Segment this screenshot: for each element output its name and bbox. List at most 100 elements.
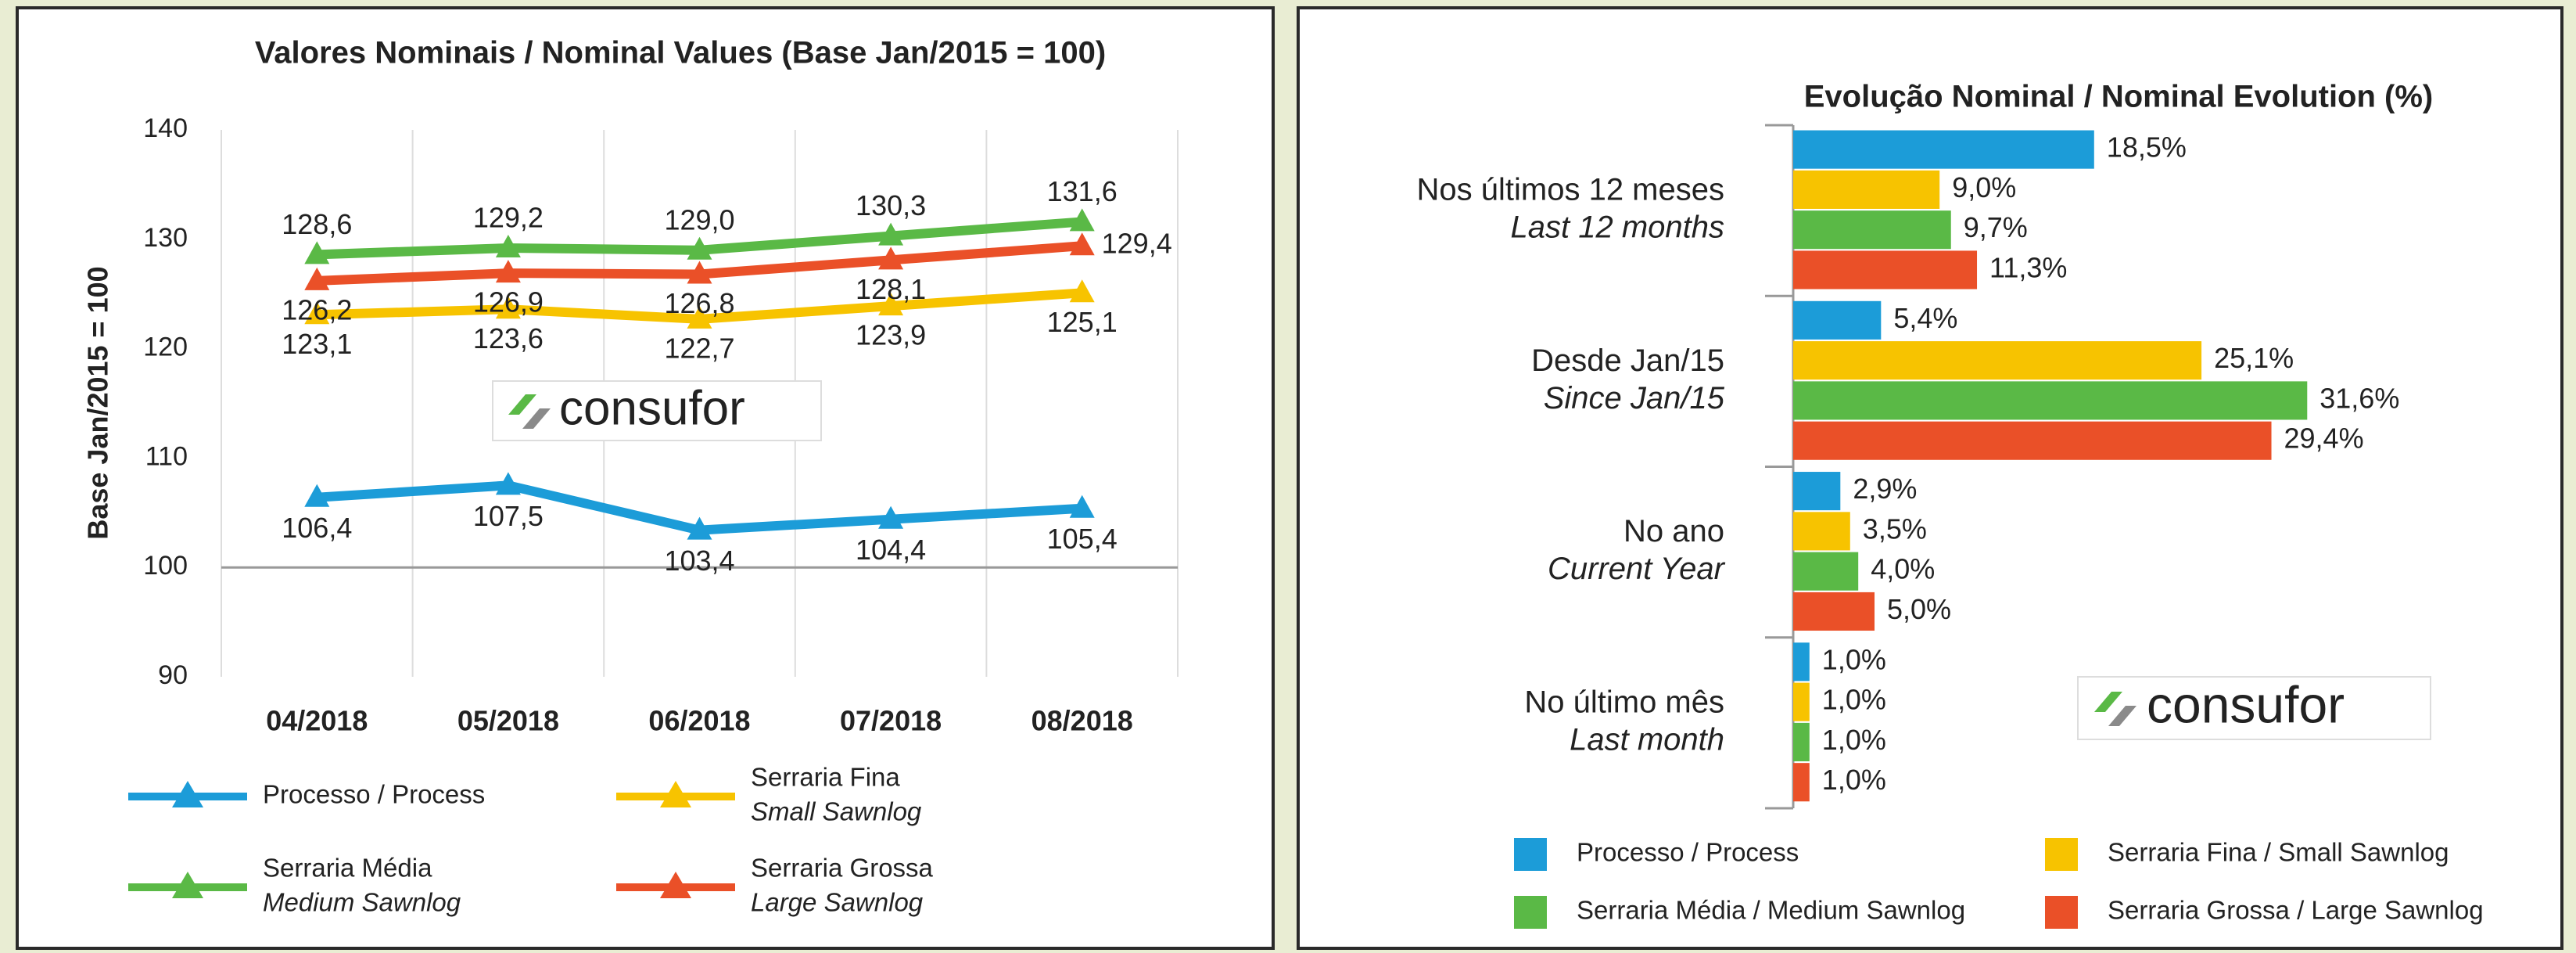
data-label: 126,8: [664, 287, 734, 319]
data-label: 4,0%: [1871, 553, 1935, 585]
logo-icon: [2094, 692, 2122, 712]
legend-marker: [660, 781, 691, 807]
data-label: 18,5%: [2107, 131, 2187, 164]
point-marker: [304, 484, 330, 507]
data-label: 11,3%: [1989, 251, 2067, 283]
x-tick-label: 06/2018: [648, 705, 750, 737]
data-label: 1,0%: [1822, 724, 1886, 756]
y-tick-label: 130: [143, 223, 188, 253]
point-marker: [495, 260, 521, 283]
data-label: 129,2: [473, 201, 544, 233]
legend-item: Processo / Process: [128, 780, 485, 809]
bar: [1793, 552, 1859, 591]
data-label: 25,1%: [2214, 342, 2294, 374]
data-label: 129,4: [1102, 228, 1172, 260]
data-label: 1,0%: [1822, 764, 1886, 796]
chart-title: Valores Nominais / Nominal Values (Base …: [255, 36, 1106, 70]
y-tick-label: Current Year: [1548, 552, 1726, 586]
y-tick-label: 140: [143, 113, 188, 143]
data-label: 103,4: [664, 545, 734, 577]
legend-item: Serraria Fina / Small Sawnlog: [2045, 838, 2449, 871]
y-tick-label: No último mês: [1524, 685, 1724, 719]
bar: [1793, 472, 1841, 511]
x-tick-label: 04/2018: [266, 705, 368, 737]
legend-item: Serraria Média Medium Sawnlog: [128, 854, 461, 917]
data-label: 106,4: [282, 512, 352, 544]
y-tick-label: Last month: [1570, 722, 1724, 757]
point-marker: [687, 236, 712, 260]
left-panel: [16, 6, 1275, 950]
bar: [1793, 512, 1850, 551]
y-tick-label: Since Jan/15: [1544, 381, 1725, 415]
data-label: 128,6: [282, 208, 352, 240]
point-marker: [687, 305, 712, 329]
legend-item: Serraria Grossa / Large Sawnlog: [2045, 896, 2484, 929]
data-label: 9,0%: [1952, 171, 2016, 203]
bar: [1793, 682, 1810, 721]
data-label: 2,9%: [1853, 473, 1917, 505]
bar: [1793, 170, 1940, 209]
legend-label: Serraria Média: [263, 854, 432, 883]
bar: [1793, 210, 1951, 250]
y-tick-label: 120: [143, 333, 188, 362]
logo: consufor: [492, 380, 822, 441]
bar: [1793, 300, 1882, 340]
data-label: 5,4%: [1893, 302, 1957, 334]
y-tick-label: Nos últimos 12 meses: [1417, 173, 1724, 207]
y-tick-label: Desde Jan/15: [1531, 343, 1724, 378]
legend-label: Processo / Process: [263, 780, 485, 809]
bar: [1793, 421, 2272, 460]
data-label: 122,7: [664, 332, 734, 364]
logo-icon: [2108, 706, 2137, 726]
data-label: 129,0: [664, 203, 734, 236]
legend-marker: [660, 872, 691, 898]
data-label: 105,4: [1047, 523, 1118, 555]
data-label: 126,9: [473, 286, 544, 318]
point-marker: [304, 301, 330, 325]
logo-text: consufor: [2147, 675, 2345, 733]
legend-marker: [172, 781, 203, 807]
data-label: 128,1: [856, 273, 926, 305]
legend-item: Serraria Grossa Large Sawnlog: [616, 854, 934, 917]
point-marker: [687, 516, 712, 540]
x-tick-label: 07/2018: [840, 705, 942, 737]
point-marker: [878, 246, 904, 270]
plot: 90 100 110 120 130 140 04/2018 05/2018 06/2018 07…: [143, 113, 1179, 737]
data-label: 131,6: [1047, 175, 1118, 207]
data-label: 125,1: [1047, 306, 1118, 338]
y-tick-label: No ano: [1623, 514, 1724, 548]
point-marker: [878, 293, 904, 316]
bar: [1793, 592, 1875, 631]
data-label: 29,4%: [2284, 423, 2364, 455]
data-label: 123,9: [856, 319, 926, 351]
legend-swatch: [2045, 838, 2078, 871]
point-marker: [1069, 208, 1095, 232]
logo: consufor: [2077, 675, 2431, 740]
point-marker: [495, 296, 521, 319]
data-label: 123,1: [282, 328, 352, 360]
legend-label: Serraria Fina / Small Sawnlog: [2108, 838, 2449, 867]
data-label: 1,0%: [1822, 684, 1886, 716]
y-tick-label: 110: [145, 441, 188, 471]
data-label: 104,4: [856, 534, 926, 566]
logo-icon: [508, 394, 536, 415]
logo-text: consufor: [559, 381, 745, 435]
legend-swatch: [1514, 838, 1547, 871]
data-label: 5,0%: [1887, 593, 1951, 625]
y-tick-label: 90: [158, 660, 188, 690]
legend-label: Medium Sawnlog: [263, 888, 461, 917]
legend-label: Processo / Process: [1577, 838, 1799, 867]
legend-label: Serraria Fina: [751, 763, 900, 792]
legend-swatch: [1514, 896, 1547, 929]
logo-icon: [522, 408, 551, 429]
point-marker: [1069, 494, 1095, 518]
point-marker: [495, 234, 521, 257]
y-tick-label: Last 12 months: [1511, 210, 1725, 245]
bar: [1793, 250, 1978, 289]
data-label: 9,7%: [1964, 211, 2028, 243]
chart-title: Evolução Nominal / Nominal Evolution (%): [1804, 80, 2434, 114]
point-marker: [304, 241, 330, 264]
